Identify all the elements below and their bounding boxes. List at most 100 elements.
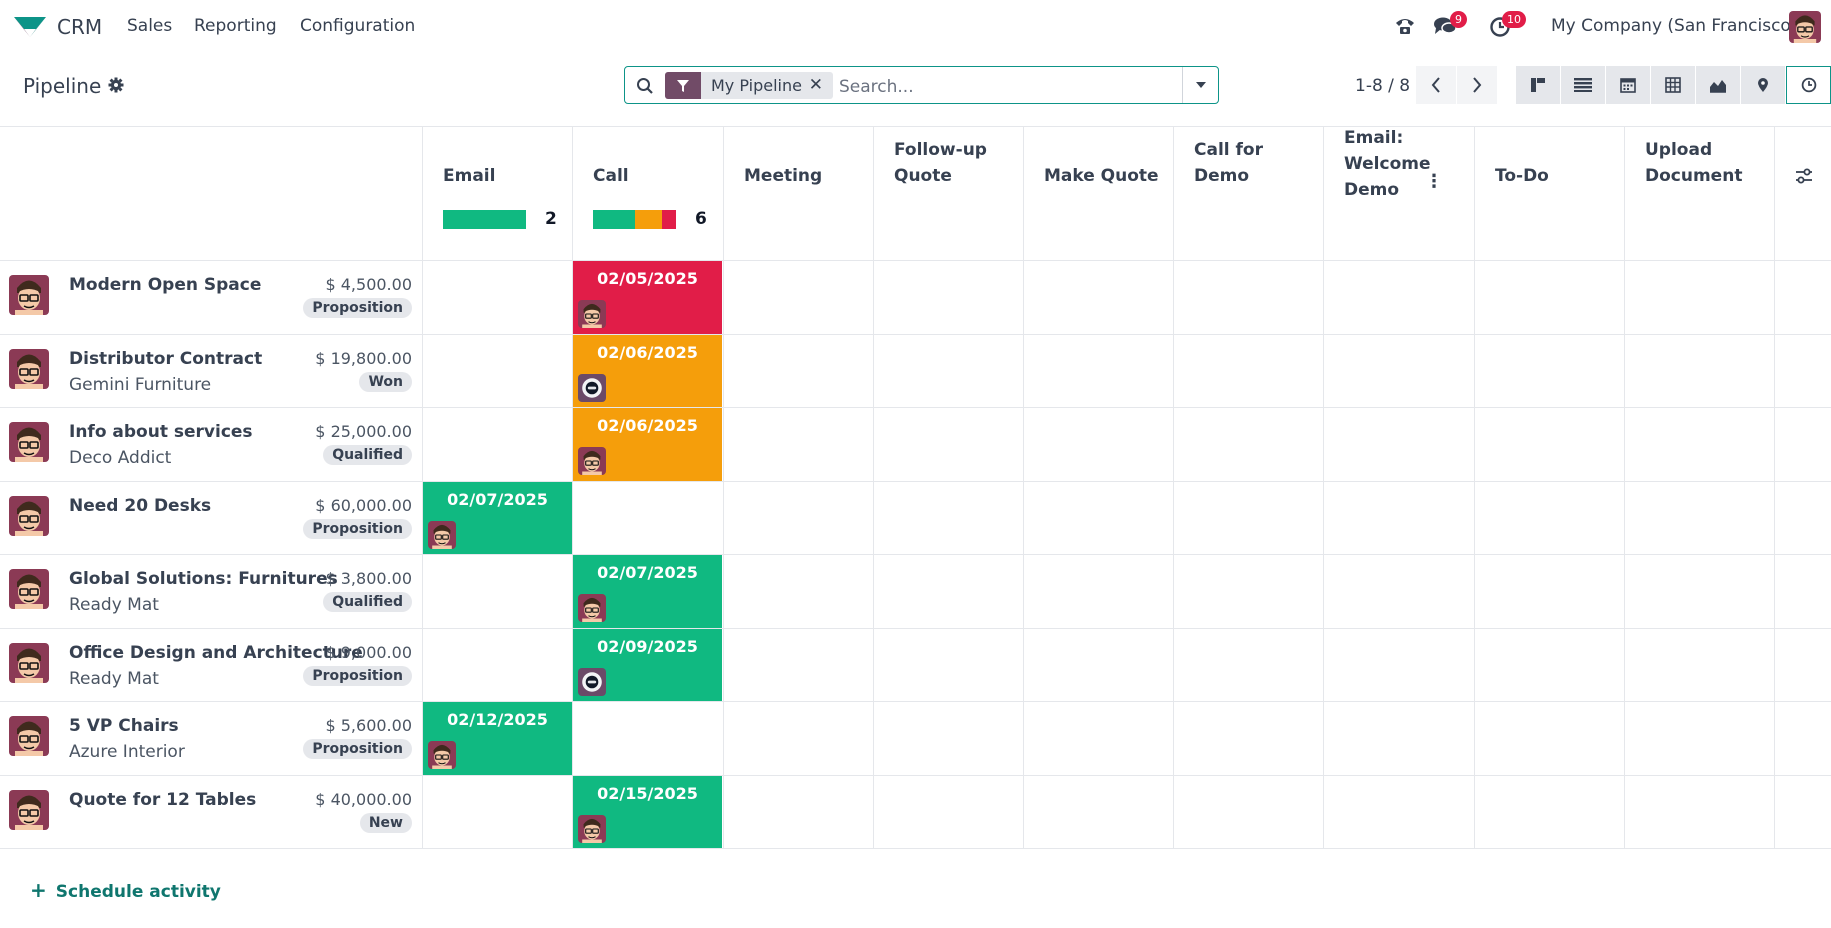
company-switcher[interactable]: My Company (San Francisco) [1551,16,1798,36]
assignee-avatar[interactable] [428,741,456,769]
gear-icon[interactable] [108,77,124,93]
progress-segment[interactable] [634,210,663,229]
stage-badge: Proposition [303,665,412,686]
lead-name[interactable]: Modern Open Space [69,275,262,295]
page-title[interactable]: Pipeline [23,74,102,98]
assignee-avatar[interactable] [578,594,606,622]
grid-line [1323,127,1324,849]
graph-view-button[interactable] [1696,66,1741,104]
salesperson-avatar[interactable] [9,569,49,609]
optional-columns-icon[interactable] [1795,167,1813,185]
app-name[interactable]: CRM [57,15,103,39]
stage-badge: Qualified [323,592,412,612]
plus-icon: + [30,878,47,902]
column-header[interactable]: Follow-up Quote [873,127,1023,260]
menu-reporting[interactable]: Reporting [194,16,277,36]
salesperson-avatar[interactable] [9,642,49,683]
salesperson-avatar[interactable] [9,422,49,462]
lead-row[interactable]: Global Solutions: Furnitures Ready Mat $ 3… [0,554,1831,628]
lead-partner: Gemini Furniture [69,374,212,395]
column-header[interactable]: Make Quote [1023,127,1173,260]
expected-revenue: $ 60,000.00 [315,495,412,515]
lead-row[interactable]: Modern Open Space $ 4,500.00 Proposition 02… [0,260,1831,334]
schedule-activity-button[interactable]: + Schedule activity [30,878,221,902]
lead-name[interactable]: Info about services [69,422,253,442]
lead-row[interactable]: 5 VP Chairs Azure Interior $ 5,600.00 Propo… [0,701,1831,775]
lead-partner: Ready Mat [69,668,159,689]
activity-view-button[interactable] [1786,66,1831,104]
progress-segment[interactable] [593,210,635,229]
map-view-button[interactable] [1741,66,1786,104]
assignee-avatar[interactable] [578,300,606,328]
column-header[interactable]: Email: Welcome Demo ⋮ [1323,127,1473,260]
lead-name[interactable]: Distributor Contract [69,348,263,369]
pivot-view-button[interactable] [1651,66,1696,104]
salesperson-avatar[interactable] [9,495,49,536]
expected-revenue: $ 3,800.00 [325,569,412,588]
activity-deadline: 02/15/2025 [597,783,698,803]
activity-deadline: 02/12/2025 [447,710,548,729]
messages-icon[interactable] [1433,16,1457,36]
column-title: Make Quote [1044,166,1159,186]
lead-name[interactable]: Global Solutions: Furnitures [69,569,338,589]
column-header[interactable]: To-Do [1474,127,1624,260]
filter-facet-label: My Pipeline [711,76,802,95]
salesperson-avatar[interactable] [9,275,49,315]
progress-segment[interactable] [662,210,676,229]
caret-down-icon [1195,82,1206,88]
menu-sales[interactable]: Sales [127,16,173,36]
kanban-view-button[interactable] [1516,66,1561,104]
phone-icon[interactable] [1394,15,1416,37]
kanban-icon [1531,78,1545,92]
lead-name[interactable]: 5 VP Chairs [69,716,179,736]
activity-cell[interactable]: 02/05/2025 [573,261,722,334]
progress-bar[interactable] [593,210,676,229]
lead-name[interactable]: Office Design and Architecture [69,642,363,663]
lead-name[interactable]: Need 20 Desks [69,495,212,516]
assignee-avatar[interactable] [578,373,606,402]
pager-value[interactable]: 1-8 / 8 [1355,76,1411,96]
lead-row[interactable]: Info about services Deco Addict $ 25,000.0… [0,407,1831,481]
column-header[interactable]: Call for Demo [1173,127,1323,260]
grid-line [1624,127,1625,849]
list-view-button[interactable] [1561,66,1606,104]
activity-cell[interactable]: 02/06/2025 [573,334,722,408]
activity-cell[interactable]: 02/07/2025 [573,555,722,628]
lead-row[interactable]: Distributor Contract Gemini Furniture $ 19… [0,333,1831,408]
pager-previous-button[interactable] [1416,66,1456,104]
activity-cell[interactable]: 02/07/2025 [423,481,572,555]
assignee-avatar[interactable] [578,447,606,475]
column-header[interactable]: Upload Document [1624,127,1774,260]
chevron-right-icon [1473,77,1482,93]
menu-configuration[interactable]: Configuration [300,16,416,36]
lead-row[interactable]: Quote for 12 Tables $ 40,000.00 New 02/15/2… [0,774,1831,849]
pager-next-button[interactable] [1457,66,1497,104]
column-header[interactable]: Email 2 [422,127,572,260]
salesperson-avatar[interactable] [9,348,49,389]
stage-badge: Qualified [323,445,412,465]
column-header[interactable]: Call 6 [572,127,722,260]
assignee-avatar[interactable] [578,814,606,843]
salesperson-avatar[interactable] [9,716,49,756]
lead-name[interactable]: Quote for 12 Tables [69,789,257,810]
crm-logo-icon[interactable] [12,15,48,39]
progress-bar[interactable] [443,210,526,229]
progress-segment[interactable] [443,210,526,229]
user-avatar[interactable] [1789,11,1821,43]
column-header[interactable]: Meeting [723,127,873,260]
column-menu-icon[interactable]: ⋮ [1425,171,1443,192]
search-icon[interactable] [636,77,654,95]
calendar-view-button[interactable] [1606,66,1651,104]
activity-cell[interactable]: 02/09/2025 [573,628,722,702]
assignee-avatar[interactable] [428,520,456,549]
salesperson-avatar[interactable] [9,789,49,830]
remove-facet-icon[interactable]: ✕ [808,75,823,95]
activity-cell[interactable]: 02/15/2025 [573,775,722,849]
lead-row[interactable]: Need 20 Desks $ 60,000.00 Proposition 02/07… [0,480,1831,555]
assignee-avatar[interactable] [578,667,606,696]
lead-row[interactable]: Office Design and Architecture Ready Mat $… [0,627,1831,702]
activity-cell[interactable]: 02/12/2025 [423,702,572,775]
search-options-toggle[interactable] [1182,67,1218,103]
search-input[interactable] [837,72,1171,101]
activity-cell[interactable]: 02/06/2025 [573,408,722,481]
